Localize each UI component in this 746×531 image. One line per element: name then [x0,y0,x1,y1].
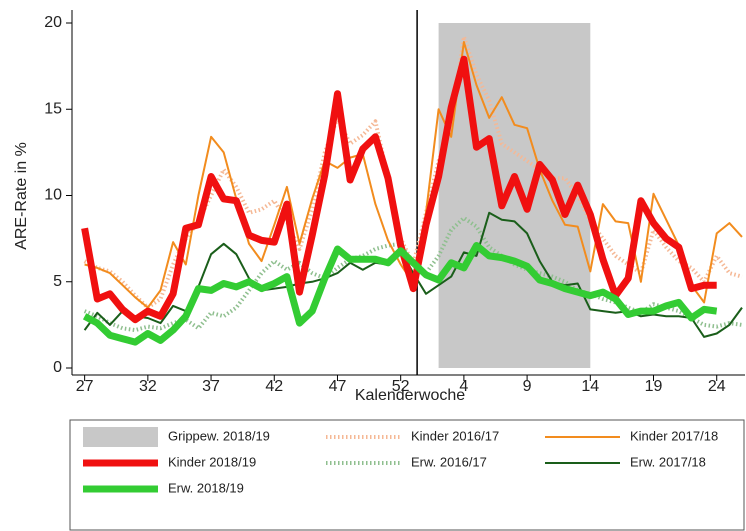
legend-label: Kinder 2018/19 [168,454,256,469]
series-line [81,55,717,324]
x-tick-label: 24 [708,378,726,395]
x-tick-label: 4 [459,378,468,395]
legend-swatch [83,427,158,447]
legend-label: Erw. 2017/18 [630,454,706,469]
legend: Grippew. 2018/19 Kinder 2016/17 Kinder 201… [83,427,718,495]
x-tick-label: 47 [329,378,347,395]
series-line [82,242,718,346]
x-tick-label: 37 [202,378,220,395]
series-line [84,41,743,309]
x-tick-label: 14 [581,378,599,395]
legend-label: Kinder 2017/18 [630,428,718,443]
x-tick-label: 42 [265,378,283,395]
legend-label: Erw. 2018/19 [168,480,244,495]
legend-label: Kinder 2016/17 [411,428,499,443]
x-axis-label: Kalenderwoche [355,387,465,404]
legend-label: Grippew. 2018/19 [168,428,270,443]
legend-label: Erw. 2016/17 [411,454,487,469]
y-tick-label: 5 [53,273,62,290]
y-tick-label: 15 [44,100,62,117]
x-tick-label: 19 [645,378,663,395]
x-tick-label: 52 [392,378,410,395]
x-tick-label: 32 [139,378,157,395]
y-tick-label: 0 [53,359,62,376]
y-tick-label: 10 [44,187,62,204]
x-tick-label: 9 [523,378,532,395]
y-axis-label: ARE-Rate in % [13,142,30,250]
x-tick-label: 27 [76,378,94,395]
y-tick-label: 20 [44,14,62,31]
legend-box [69,419,745,531]
